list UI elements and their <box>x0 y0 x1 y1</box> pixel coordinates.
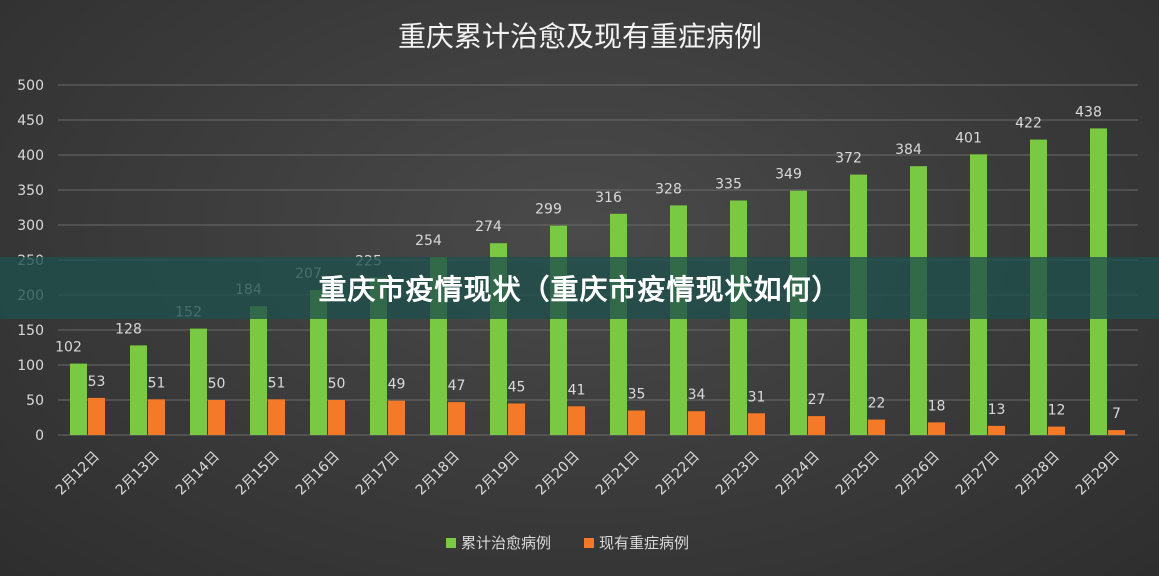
bar-severe <box>328 400 345 435</box>
data-label-severe: 50 <box>328 376 346 392</box>
bar-severe <box>148 399 165 435</box>
bar-cured <box>130 345 147 435</box>
data-label-cured: 335 <box>715 177 742 193</box>
bar-severe <box>748 413 765 435</box>
y-tick-label: 50 <box>26 393 44 409</box>
data-label-cured: 328 <box>655 181 682 197</box>
x-tick-label: 2月12日 <box>53 449 103 499</box>
y-tick-label: 400 <box>17 148 44 164</box>
bar-severe <box>208 400 225 435</box>
bar-severe <box>928 422 945 435</box>
data-label-cured: 316 <box>595 190 622 206</box>
bar-severe <box>1108 430 1125 435</box>
data-label-severe: 12 <box>1048 403 1066 419</box>
data-label-severe: 22 <box>868 396 886 412</box>
x-tick-label: 2月18日 <box>413 449 463 499</box>
x-tick-label: 2月20日 <box>533 449 583 499</box>
chart-title: 重庆累计治愈及现有重症病例 <box>398 20 762 53</box>
x-tick-label: 2月17日 <box>353 449 403 499</box>
x-tick-label: 2月14日 <box>173 449 223 499</box>
x-tick-label: 2月27日 <box>953 449 1003 499</box>
x-tick-label: 2月21日 <box>593 449 643 499</box>
bar-severe <box>1048 426 1065 435</box>
data-label-cured: 274 <box>475 219 502 235</box>
data-label-cured: 438 <box>1075 104 1102 120</box>
y-tick-label: 300 <box>17 218 44 234</box>
legend-swatch-severe <box>584 538 594 548</box>
bar-cured <box>610 213 627 435</box>
x-tick-label: 2月13日 <box>113 449 163 499</box>
x-axis-ticks: 2月12日 2月13日 2月14日 2月15日 2月16日 2月17日 2月18日 2月19日… <box>53 449 1123 499</box>
data-label-cured: 349 <box>775 167 802 183</box>
data-label-severe: 45 <box>508 380 526 396</box>
y-tick-label: 350 <box>17 183 44 199</box>
x-tick-label: 2月28日 <box>1013 449 1063 499</box>
data-label-severe: 31 <box>748 389 766 405</box>
x-tick-label: 2月24日 <box>773 449 823 499</box>
data-label-cured: 102 <box>55 340 82 356</box>
data-label-severe: 41 <box>568 382 586 398</box>
legend-swatch-cured <box>446 538 456 548</box>
data-label-severe: 27 <box>808 392 826 408</box>
data-label-cured: 254 <box>415 233 442 249</box>
data-label-cured: 299 <box>535 202 562 218</box>
bar-severe <box>388 400 405 435</box>
x-tick-label: 2月16日 <box>293 449 343 499</box>
gridlines <box>58 84 1138 436</box>
data-label-severe: 13 <box>988 402 1006 418</box>
bar-cured <box>190 328 207 435</box>
legend: 累计治愈病例 现有重症病例 <box>446 534 689 552</box>
overlay-banner: 重庆市疫情现状（重庆市疫情现状如何） <box>0 257 1159 319</box>
data-label-cured: 422 <box>1015 116 1042 132</box>
bar-severe <box>508 403 525 435</box>
x-tick-label: 2月25日 <box>833 449 883 499</box>
x-tick-label: 2月22日 <box>653 449 703 499</box>
bar-severe <box>568 406 585 435</box>
data-label-severe: 51 <box>148 375 166 391</box>
bar-cured <box>250 306 267 435</box>
bar-cured <box>70 363 87 435</box>
legend-label-severe: 现有重症病例 <box>599 534 689 552</box>
y-tick-label: 500 <box>17 78 44 94</box>
data-label-severe: 51 <box>268 375 286 391</box>
bar-severe <box>988 425 1005 435</box>
bar-severe <box>268 399 285 435</box>
data-label-severe: 47 <box>448 378 466 394</box>
overlay-banner-text: 重庆市疫情现状（重庆市疫情现状如何） <box>318 273 841 306</box>
x-tick-label: 2月26日 <box>893 449 943 499</box>
x-tick-label: 2月15日 <box>233 449 283 499</box>
data-label-cured: 372 <box>835 151 862 167</box>
data-label-cured: 401 <box>955 130 982 146</box>
bar-severe <box>868 419 885 435</box>
y-tick-label: 150 <box>17 323 44 339</box>
bar-severe <box>88 397 105 435</box>
bar-severe <box>688 411 705 435</box>
bar-cured <box>310 290 327 435</box>
data-label-severe: 34 <box>688 387 706 403</box>
y-tick-label: 100 <box>17 358 44 374</box>
data-label-severe: 18 <box>928 398 946 414</box>
data-label-cured: 128 <box>115 321 142 337</box>
bar-cured <box>670 205 687 435</box>
x-tick-label: 2月23日 <box>713 449 763 499</box>
bar-severe <box>808 416 825 435</box>
legend-label-cured: 累计治愈病例 <box>461 534 551 552</box>
bar-severe <box>448 402 465 435</box>
data-label-severe: 7 <box>1112 406 1121 422</box>
data-label-severe: 50 <box>208 376 226 392</box>
data-label-severe: 35 <box>628 387 646 403</box>
bar-severe <box>628 410 645 435</box>
y-tick-label: 450 <box>17 113 44 129</box>
x-tick-label: 2月19日 <box>473 449 523 499</box>
y-tick-label: 0 <box>35 428 44 444</box>
data-label-severe: 53 <box>88 374 106 390</box>
x-tick-label: 2月29日 <box>1073 449 1123 499</box>
data-label-severe: 49 <box>388 377 406 393</box>
data-label-cured: 384 <box>895 142 922 158</box>
